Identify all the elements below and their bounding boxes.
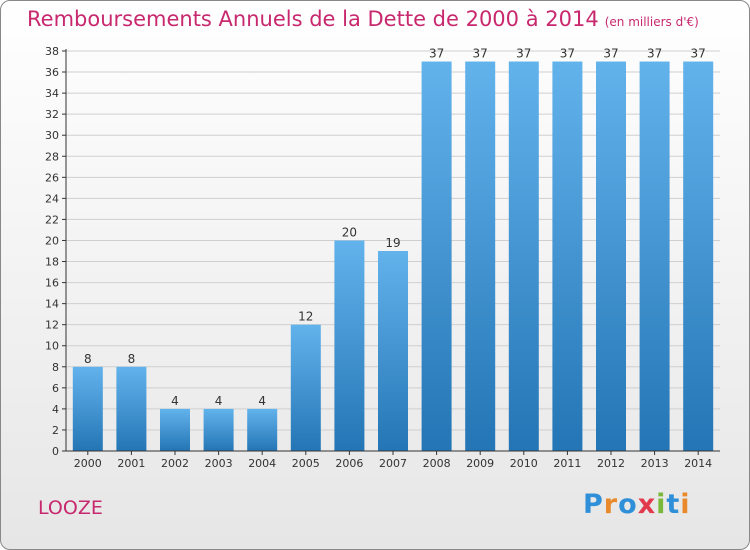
- y-tick-label: 32: [45, 108, 59, 121]
- data-label: 8: [128, 352, 136, 366]
- bar: [334, 240, 365, 451]
- y-tick-label: 34: [45, 87, 59, 100]
- x-tick-label: 2013: [641, 457, 669, 470]
- bar: [465, 61, 496, 452]
- y-tick-label: 28: [45, 150, 59, 163]
- y-tick-label: 6: [52, 382, 59, 395]
- logo-letter: t: [666, 489, 681, 520]
- y-tick-label: 36: [45, 66, 59, 79]
- bar: [116, 366, 147, 451]
- x-tick-label: 2002: [161, 457, 189, 470]
- y-tick-label: 16: [45, 277, 59, 290]
- x-tick-labels: 2000 2001 2002 2003 2004 2005 2006 2007 2008 2009…: [74, 451, 712, 470]
- logo-letter: P: [583, 489, 604, 520]
- data-label: 37: [560, 47, 575, 61]
- bar: [552, 61, 583, 452]
- logo-letter: i: [656, 489, 667, 520]
- proxiti-logo[interactable]: Proxiti: [583, 489, 691, 520]
- y-tick-label: 22: [45, 213, 59, 226]
- data-label: 37: [691, 47, 706, 61]
- data-label: 4: [215, 394, 223, 408]
- bars: [72, 61, 714, 452]
- data-label: 37: [647, 47, 662, 61]
- data-label: 37: [516, 47, 531, 61]
- logo-letter: i: [680, 489, 691, 520]
- data-label: 8: [84, 352, 92, 366]
- y-tick-label: 26: [45, 171, 59, 184]
- y-tick-label: 38: [45, 45, 59, 58]
- data-label: 4: [171, 394, 179, 408]
- x-tick-label: 2003: [205, 457, 233, 470]
- bar: [683, 61, 714, 452]
- x-tick-label: 2008: [423, 457, 451, 470]
- data-labels: 8 8 4 4 4 12 20 19 37 37 37 37 37 37 37: [84, 47, 706, 408]
- y-tick-label: 2: [52, 424, 59, 437]
- x-tick-label: 2005: [292, 457, 320, 470]
- y-tick-label: 10: [45, 340, 59, 353]
- x-tick-label: 2009: [466, 457, 494, 470]
- bar: [203, 408, 234, 451]
- logo-letter: r: [603, 489, 619, 520]
- x-tick-label: 2012: [597, 457, 625, 470]
- chart-subtitle: (en milliers d'€): [604, 15, 699, 29]
- chart-title: Remboursements Annuels de la Dette de 20…: [27, 7, 699, 31]
- y-tick-label: 4: [52, 403, 59, 416]
- logo-letter: x: [637, 489, 657, 520]
- bar: [247, 408, 278, 451]
- y-tick-label: 12: [45, 319, 59, 332]
- y-tick-label: 30: [45, 129, 59, 142]
- data-label: 19: [385, 236, 400, 250]
- x-tick-label: 2000: [74, 457, 102, 470]
- bar: [290, 324, 321, 451]
- chart-title-text: Remboursements Annuels de la Dette de 20…: [27, 7, 599, 31]
- y-tick-label: 8: [52, 361, 59, 374]
- data-label: 12: [298, 310, 313, 324]
- data-label: 37: [473, 47, 488, 61]
- x-tick-label: 2001: [117, 457, 145, 470]
- bar: [72, 366, 103, 451]
- data-label: 37: [429, 47, 444, 61]
- data-label: 20: [342, 225, 357, 239]
- data-label: 37: [603, 47, 618, 61]
- x-tick-label: 2006: [335, 457, 363, 470]
- bar: [596, 61, 626, 452]
- bar: [508, 61, 539, 452]
- y-tick-label: 24: [45, 192, 59, 205]
- x-tick-label: 2010: [510, 457, 538, 470]
- bar: [378, 251, 408, 451]
- x-tick-label: 2011: [553, 457, 581, 470]
- bar: [160, 408, 190, 451]
- data-label: 4: [258, 394, 266, 408]
- y-tick-label: 14: [45, 298, 59, 311]
- y-tick-label: 18: [45, 256, 59, 269]
- bar: [421, 61, 452, 452]
- place-name: LOOZE: [38, 497, 103, 519]
- x-tick-label: 2014: [684, 457, 712, 470]
- x-tick-label: 2004: [248, 457, 276, 470]
- logo-letter: o: [618, 489, 638, 520]
- y-tick-label: 0: [52, 445, 59, 458]
- y-tick-label: 20: [45, 234, 59, 247]
- x-tick-label: 2007: [379, 457, 407, 470]
- bar: [639, 61, 670, 452]
